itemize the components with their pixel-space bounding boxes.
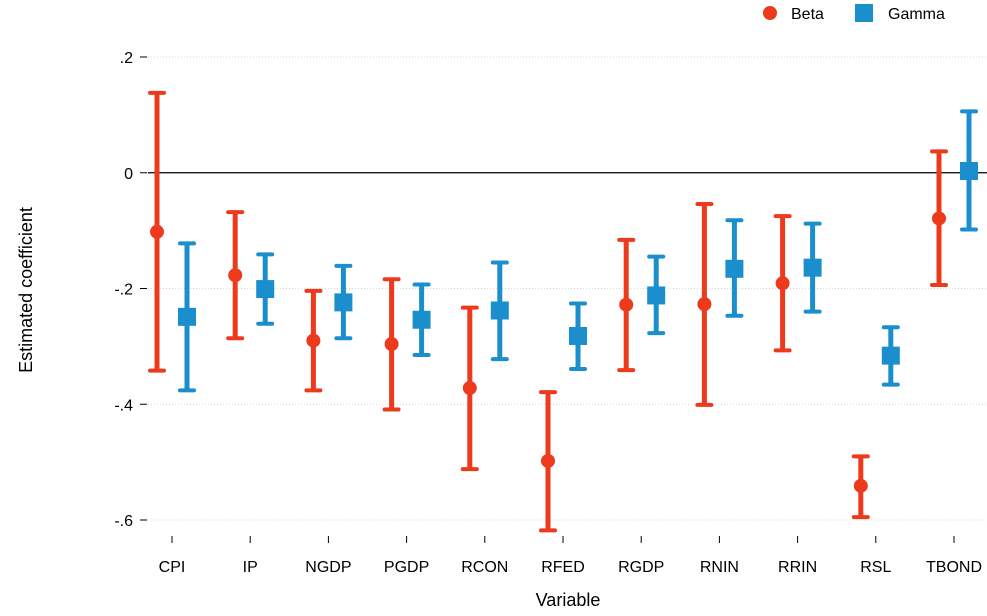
beta-point-group	[539, 390, 557, 533]
y-tick-label: -.6	[114, 513, 133, 530]
gamma-point	[803, 258, 822, 277]
x-tick-label: CPI	[159, 559, 186, 576]
gamma-point	[725, 259, 744, 278]
gridlines	[148, 56, 987, 521]
gamma-point	[256, 280, 275, 299]
x-tick-label: RCON	[461, 559, 508, 576]
y-tick-label: -.2	[114, 282, 133, 299]
x-axis-title: Variable	[536, 590, 601, 610]
gamma-point	[334, 293, 353, 312]
gamma-point	[881, 346, 900, 365]
beta-point	[150, 224, 164, 239]
beta-point	[306, 333, 321, 348]
beta-point	[932, 211, 946, 226]
gamma-point-group	[178, 241, 196, 393]
beta-point	[775, 276, 790, 291]
y-tick-label: .2	[120, 50, 133, 67]
gamma-point-group	[569, 301, 587, 371]
gamma-point-group	[725, 218, 744, 318]
gamma-point	[647, 286, 666, 305]
gamma-point-group	[960, 109, 978, 232]
beta-point-group	[148, 90, 166, 373]
y-axis: -.6 -.4 -.2 0 .2	[114, 50, 147, 530]
beta-point	[697, 297, 712, 312]
gamma-point	[178, 307, 196, 326]
beta-point-group	[226, 210, 245, 341]
gamma-point	[569, 326, 587, 345]
beta-point	[853, 478, 868, 493]
gamma-point	[960, 162, 978, 181]
data-marks	[148, 90, 978, 533]
y-tick-label: -.4	[114, 397, 133, 414]
legend-label: Beta	[791, 6, 824, 23]
gamma-point-group	[334, 263, 353, 341]
gamma-point-group	[881, 325, 900, 387]
x-tick-label: RNIN	[700, 559, 739, 576]
beta-point	[462, 381, 477, 396]
beta-point-group	[382, 277, 401, 412]
beta-point	[228, 268, 243, 283]
beta-point-group	[695, 202, 714, 407]
beta-point-group	[773, 214, 792, 353]
legend-item: Gamma	[855, 4, 945, 23]
y-tick-label: 0	[124, 166, 133, 183]
legend-marker-beta	[763, 6, 777, 20]
gamma-point-group	[647, 254, 666, 336]
beta-point-group	[851, 454, 870, 520]
gamma-point-group	[803, 221, 822, 314]
gamma-point	[490, 301, 509, 320]
x-axis: CPI IP NGDP PGDP RCON RFED RGDP RNIN RRIN RSL TBON…	[159, 536, 982, 576]
beta-point	[541, 453, 555, 468]
x-tick-label: RRIN	[778, 559, 817, 576]
beta-point-group	[304, 288, 323, 393]
gamma-point-group	[412, 282, 431, 358]
legend-item: Beta	[763, 6, 824, 23]
beta-point	[384, 337, 399, 352]
gamma-point-group	[490, 260, 509, 362]
beta-point-group	[617, 237, 636, 373]
beta-point-group	[460, 305, 479, 472]
beta-point	[619, 297, 634, 312]
x-tick-label: RFED	[541, 559, 585, 576]
x-tick-label: RGDP	[618, 559, 664, 576]
x-tick-label: TBOND	[926, 559, 982, 576]
gamma-point	[412, 310, 431, 329]
x-tick-label: PGDP	[384, 559, 429, 576]
x-tick-label: NGDP	[305, 559, 351, 576]
beta-point-group	[930, 149, 948, 288]
legend-label: Gamma	[888, 6, 945, 23]
legend: Beta Gamma	[763, 4, 945, 23]
gamma-point-group	[256, 252, 275, 326]
legend-marker-gamma	[855, 4, 873, 22]
y-axis-title: Estimated coefficient	[16, 207, 36, 373]
x-tick-label: RSL	[860, 559, 891, 576]
x-tick-label: IP	[243, 559, 258, 576]
